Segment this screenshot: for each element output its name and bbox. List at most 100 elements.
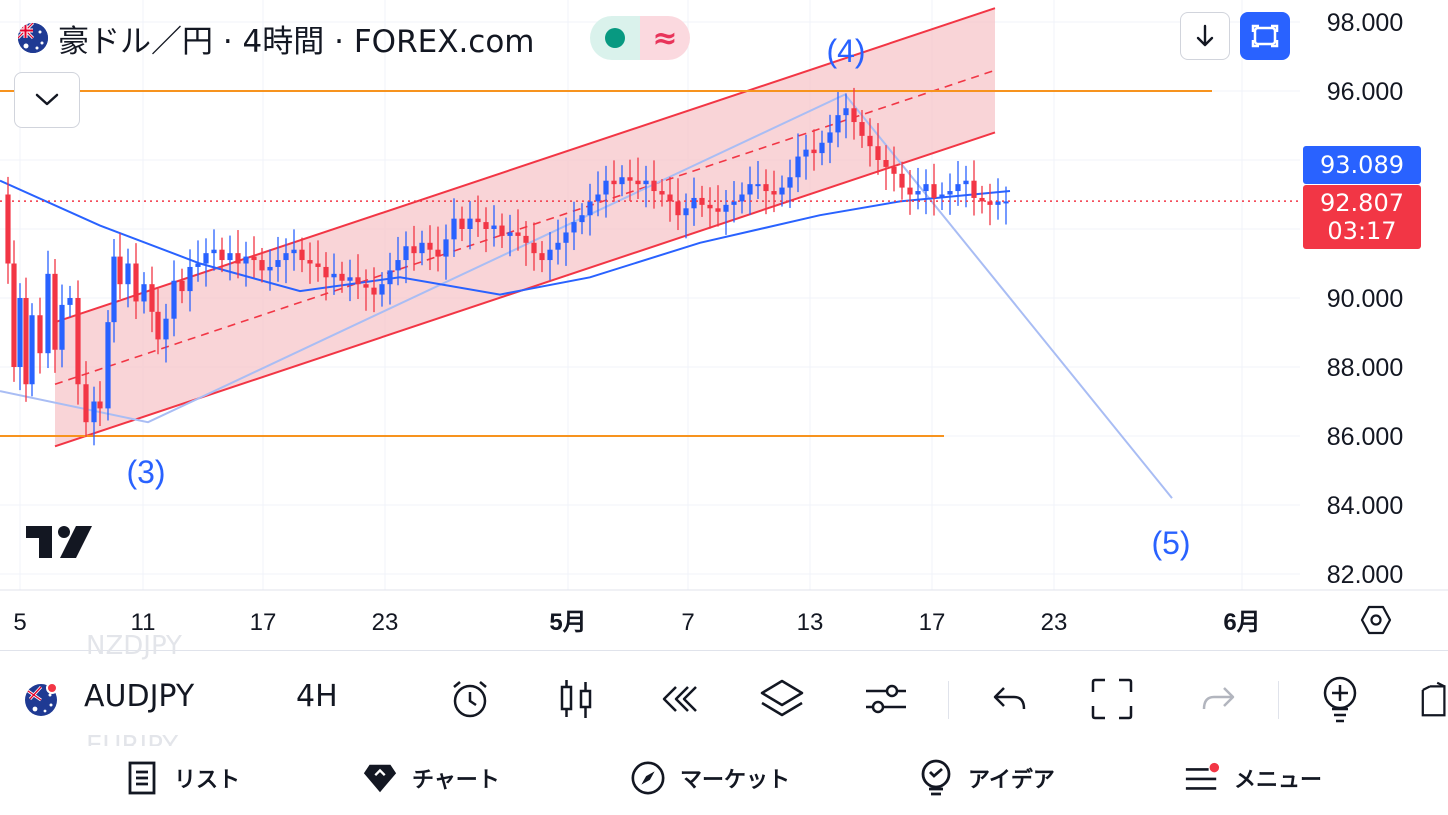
nav-chart[interactable]: チャート bbox=[362, 760, 500, 796]
menu-icon bbox=[1184, 760, 1220, 796]
time-axis-label: 5 bbox=[13, 609, 26, 636]
nav-market[interactable]: マーケット bbox=[630, 760, 790, 796]
chart-settings-button[interactable] bbox=[1356, 600, 1396, 640]
candle-body bbox=[125, 263, 131, 285]
undo-button[interactable] bbox=[986, 675, 1034, 723]
tv-logo-dot bbox=[58, 526, 70, 538]
time-axis-label: 5月 bbox=[549, 609, 586, 636]
time-axis-label: 17 bbox=[250, 609, 277, 636]
layers-button[interactable] bbox=[758, 675, 806, 723]
candle-body bbox=[963, 180, 969, 185]
fullscreen-button[interactable] bbox=[1240, 12, 1290, 60]
time-axis-label: 7 bbox=[681, 609, 694, 636]
time-axis-label: 6月 bbox=[1223, 609, 1260, 636]
symbol-title[interactable]: 豪ドル／円 · 4時間 · FOREX.com bbox=[58, 23, 535, 60]
nav-menu[interactable]: メニュー bbox=[1184, 760, 1322, 796]
candle-body bbox=[111, 256, 117, 323]
candle-body bbox=[739, 194, 745, 202]
candle-body bbox=[611, 180, 617, 185]
time-axis-label: 13 bbox=[797, 609, 824, 636]
candle-body bbox=[243, 256, 249, 264]
candle-body bbox=[133, 263, 139, 302]
candle-body bbox=[475, 218, 481, 223]
replay-button[interactable] bbox=[654, 675, 702, 723]
candle-body bbox=[515, 232, 521, 236]
candle-body bbox=[371, 287, 377, 295]
alert-button[interactable] bbox=[446, 675, 494, 723]
candle-body bbox=[779, 187, 785, 195]
nav-chart-label: チャート bbox=[412, 768, 500, 793]
candle-body bbox=[435, 249, 441, 257]
candle-body bbox=[587, 201, 593, 216]
candle-body bbox=[347, 277, 353, 281]
nav-list-label: リスト bbox=[174, 768, 241, 793]
candle-body bbox=[235, 253, 241, 264]
fit-screen-button[interactable] bbox=[1088, 675, 1136, 723]
candle-body bbox=[11, 263, 17, 367]
candle-body bbox=[29, 315, 35, 385]
redo-button[interactable] bbox=[1194, 675, 1242, 723]
candle-body bbox=[555, 242, 561, 250]
expand-legend-button[interactable] bbox=[14, 72, 80, 128]
alarm-clock-icon bbox=[453, 681, 487, 718]
candle-body bbox=[603, 180, 609, 195]
object-tree-icon bbox=[1421, 681, 1446, 717]
nav-ideas[interactable]: アイデア bbox=[918, 759, 1055, 796]
candle-body bbox=[97, 401, 103, 409]
candle-body bbox=[195, 263, 201, 267]
candle-body bbox=[955, 184, 961, 192]
bottom-navigation: リスト チャート マーケット アイデア メニュー bbox=[0, 746, 1448, 815]
candle-body bbox=[75, 298, 81, 385]
wave-label-w3: (3) bbox=[126, 454, 165, 490]
chart-diamond-icon bbox=[362, 760, 398, 796]
nav-ideas-label: アイデア bbox=[968, 768, 1055, 793]
elliott-wave-line bbox=[0, 93, 1173, 499]
candle-body bbox=[331, 273, 337, 278]
price-axis-label: 84.000 bbox=[1327, 492, 1403, 520]
redo-icon bbox=[1202, 687, 1235, 710]
price-axis-label: 98.000 bbox=[1327, 9, 1403, 37]
candle-body bbox=[771, 191, 777, 195]
candle-body bbox=[323, 266, 329, 278]
more-tools-button[interactable] bbox=[1412, 675, 1448, 723]
channel-upper-line bbox=[54, 7, 996, 324]
indicators-button[interactable] bbox=[862, 675, 910, 723]
list-icon bbox=[124, 760, 160, 796]
add-idea-button[interactable] bbox=[1316, 675, 1364, 723]
bar-countdown: 03:17 bbox=[1327, 217, 1397, 245]
candle-body bbox=[627, 177, 633, 181]
time-axis-label: 23 bbox=[372, 609, 399, 636]
chart-header: 豪ドル／円 · 4時間 · FOREX.com bbox=[18, 18, 535, 60]
nav-list[interactable]: リスト bbox=[124, 760, 240, 796]
price-chart[interactable]: (3) (4) (5) 98.000 96.000 90.000 88.000 86.000 8… bbox=[0, 0, 1448, 650]
price-axis-label: 82.000 bbox=[1327, 561, 1403, 589]
chart-type-button[interactable] bbox=[552, 675, 600, 723]
candle-body bbox=[571, 222, 577, 233]
candle-body bbox=[755, 184, 761, 187]
nav-menu-label: メニュー bbox=[1234, 768, 1323, 793]
moving-average-line bbox=[0, 179, 1011, 296]
candle-body bbox=[659, 191, 665, 195]
candle-body bbox=[91, 401, 97, 423]
candle-body bbox=[117, 256, 123, 285]
candle-body bbox=[747, 184, 753, 195]
symbol-search-button[interactable]: AUDJPY bbox=[84, 679, 195, 714]
candle-body bbox=[643, 180, 649, 185]
delayed-data-indicator: ≈ bbox=[640, 16, 690, 60]
interval-button[interactable]: 4H bbox=[296, 679, 338, 714]
candle-body bbox=[459, 218, 465, 229]
time-axis-label: 23 bbox=[1041, 609, 1068, 636]
chart-toolbar: NZDJPY EURJPY AUDJPY 4H bbox=[0, 631, 1448, 761]
candle-body bbox=[59, 304, 65, 350]
candle-body bbox=[843, 108, 849, 116]
candle-body bbox=[651, 180, 657, 192]
candle-body bbox=[267, 266, 273, 271]
candle-body bbox=[811, 149, 817, 154]
candle-body bbox=[835, 115, 841, 133]
scroll-to-latest-button[interactable] bbox=[1180, 12, 1230, 60]
market-status-pill[interactable]: ≈ bbox=[590, 16, 690, 60]
candle-body bbox=[141, 284, 147, 302]
candle-body bbox=[947, 191, 953, 195]
candle-body bbox=[45, 273, 51, 354]
candle-body bbox=[171, 280, 177, 319]
